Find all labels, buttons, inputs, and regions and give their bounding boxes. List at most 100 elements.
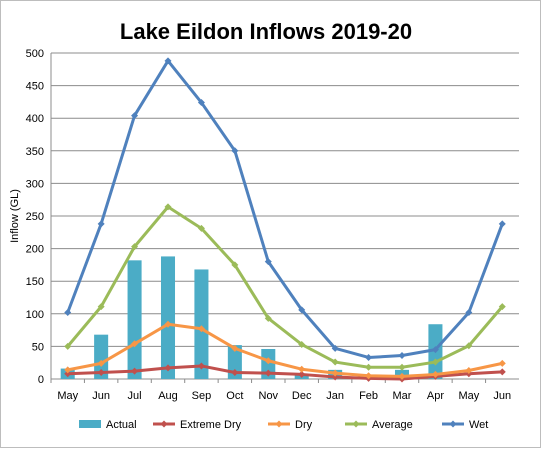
point-wet	[231, 147, 239, 155]
y-tick-label: 450	[26, 81, 44, 93]
legend-marker-wet	[449, 420, 457, 428]
point-wet	[498, 220, 506, 228]
y-tick-label: 100	[26, 309, 44, 321]
y-axis-title: Inflow (GL)	[9, 189, 21, 243]
point-dry	[264, 357, 272, 365]
x-tick-label: Dec	[292, 390, 312, 402]
legend-swatch-actual	[79, 420, 101, 428]
series-line-extreme-dry	[67, 364, 503, 381]
x-tick-label: Feb	[359, 390, 378, 402]
point-wet	[164, 57, 172, 65]
x-tick-label: Jun	[493, 390, 511, 402]
point-dry	[298, 365, 306, 373]
point-average	[97, 303, 105, 311]
y-tick-label: 350	[26, 146, 44, 158]
actual-bar	[160, 256, 176, 379]
point-extreme-dry	[131, 367, 139, 375]
x-tick-label: Jun	[92, 390, 110, 402]
point-extreme-dry	[498, 368, 506, 376]
legend-label-dry: Dry	[295, 419, 313, 431]
series-line-dry	[67, 322, 503, 378]
point-wet	[264, 258, 272, 266]
y-tick-labels: 0 50 100 150 200 250 300 350 400 450 500	[26, 48, 44, 386]
actual-bar	[94, 334, 109, 379]
legend-marker-extreme-dry	[160, 420, 168, 428]
point-wet	[64, 308, 72, 316]
point-extreme-dry	[164, 364, 172, 372]
series-line-average	[66, 205, 504, 369]
point-average	[398, 363, 406, 371]
y-tick-label: 150	[26, 276, 44, 288]
x-tick-label: May	[57, 390, 78, 402]
series-lines	[64, 57, 506, 383]
point-extreme-dry	[264, 369, 272, 377]
actual-bar	[127, 260, 142, 379]
point-average	[298, 340, 306, 348]
x-tick-label: Aug	[158, 390, 178, 402]
point-average	[131, 243, 139, 251]
y-tick-label: 300	[26, 178, 44, 190]
legend-label-wet: Wet	[469, 419, 488, 431]
legend: Actual Extreme Dry Dry Average Wet	[79, 419, 488, 431]
chart-title: Lake Eildon Inflows 2019-20	[120, 19, 412, 44]
point-wet	[131, 112, 139, 120]
x-tick-labels: May Jun Jul Aug Sep Oct Nov Dec Jan Feb Mar Apr May J…	[57, 390, 511, 402]
point-average	[197, 224, 205, 232]
point-wet	[431, 346, 439, 354]
point-dry	[431, 370, 439, 378]
series-line-wet	[66, 59, 504, 359]
y-tick-label: 500	[26, 48, 44, 60]
point-average	[231, 261, 239, 269]
point-wet	[197, 99, 205, 107]
point-dry	[398, 372, 406, 380]
point-dry	[465, 367, 473, 375]
point-dry	[64, 366, 72, 374]
x-tick-label: Apr	[427, 390, 444, 402]
point-dry	[231, 344, 239, 352]
point-extreme-dry	[298, 370, 306, 378]
point-dry	[498, 359, 506, 367]
x-tick-label: Nov	[259, 390, 279, 402]
point-dry	[97, 359, 105, 367]
legend-label-extreme-dry: Extreme Dry	[180, 419, 242, 431]
point-average	[431, 358, 439, 366]
point-extreme-dry	[231, 368, 239, 376]
x-tick-label: May	[458, 390, 479, 402]
y-tick-label: 50	[32, 341, 44, 353]
point-wet	[398, 352, 406, 360]
legend-marker-dry	[275, 420, 283, 428]
point-wet	[331, 344, 339, 352]
point-average	[64, 342, 72, 350]
x-tick-label: Jan	[326, 390, 344, 402]
point-dry	[365, 372, 373, 380]
point-extreme-dry	[331, 373, 339, 381]
point-wet	[298, 306, 306, 314]
legend-label-average: Average	[372, 419, 413, 431]
point-extreme-dry	[197, 362, 205, 370]
point-average	[465, 342, 473, 350]
point-dry	[197, 325, 205, 333]
y-tick-label: 400	[26, 113, 44, 125]
point-dry	[164, 320, 172, 328]
point-extreme-dry	[97, 368, 105, 376]
point-average	[365, 363, 373, 371]
y-tick-label: 200	[26, 244, 44, 256]
x-tick-label: Mar	[393, 390, 412, 402]
x-tick-label: Jul	[128, 390, 142, 402]
legend-label-actual: Actual	[106, 419, 137, 431]
y-tick-label: 250	[26, 211, 44, 223]
point-extreme-dry	[64, 370, 72, 378]
point-dry	[131, 340, 139, 348]
actual-bar	[194, 269, 209, 379]
point-wet	[365, 353, 373, 361]
x-tick-label: Oct	[226, 390, 243, 402]
x-tick-label: Sep	[192, 390, 212, 402]
point-average	[264, 314, 272, 322]
point-average	[164, 203, 172, 211]
point-average	[498, 303, 506, 311]
legend-marker-average	[352, 420, 360, 428]
y-tick-label: 0	[38, 374, 44, 386]
point-wet	[97, 220, 105, 228]
